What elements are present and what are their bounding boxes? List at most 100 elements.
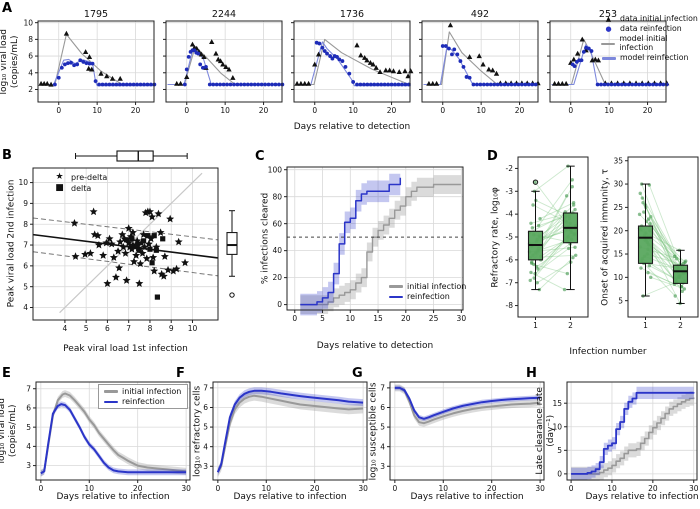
svg-text:10: 10 — [348, 106, 358, 115]
panel-c-legend: initial infection reinfection — [388, 282, 466, 301]
legend-entry: reinfection — [388, 292, 466, 301]
legend-entry: model initial infection — [601, 33, 700, 53]
svg-text:35: 35 — [613, 156, 623, 165]
panel-a-subplot-1795-chart: 0 10 20 2 4 6 8 10 1795 — [23, 9, 157, 115]
svg-text:4: 4 — [23, 303, 28, 312]
svg-text:10: 10 — [552, 422, 562, 431]
svg-text:4: 4 — [63, 324, 68, 333]
svg-text:15: 15 — [613, 250, 623, 259]
blue-line-icon — [103, 400, 118, 404]
panel-label-c: C — [255, 149, 265, 164]
svg-text:20: 20 — [131, 106, 141, 115]
legend-label: reinfection — [407, 292, 450, 302]
svg-text:20: 20 — [259, 106, 269, 115]
svg-text:2: 2 — [678, 321, 683, 330]
svg-text:20: 20 — [387, 106, 397, 115]
legend-label: pre-delta — [71, 172, 108, 182]
panel-a-legend: ▲ data initial infection ● data reinfect… — [601, 14, 700, 63]
panel-d-refractory-rate-chart: 1 2 -8 -7 -6 -5 -4 -3 -2 — [506, 156, 589, 330]
panel-b-legend: ★ pre-delta ■ delta — [52, 172, 107, 194]
svg-text:0: 0 — [312, 106, 317, 115]
svg-text:20: 20 — [487, 484, 497, 493]
svg-text:6: 6 — [380, 403, 385, 412]
svg-text:7: 7 — [23, 241, 28, 250]
panel-g-susceptible-cells-chart: 0 10 20 30 3 4 5 6 7 — [380, 381, 545, 493]
svg-text:10: 10 — [261, 484, 271, 493]
panel-c-clearance-chart: 0 5 10 15 20 25 30 0 20 40 60 80 100 — [268, 165, 467, 323]
svg-text:1795: 1795 — [84, 9, 108, 20]
svg-text:5: 5 — [380, 423, 385, 432]
svg-text:6: 6 — [203, 403, 208, 412]
gray-line-icon — [388, 285, 403, 288]
blue-line-icon — [388, 295, 403, 299]
panel-h-clearance-rate-chart: 0 10 20 30 0 5 10 15 — [552, 381, 699, 493]
panel-d-left-y-axis-label: Refractory rate, log₁₀φ — [490, 187, 501, 288]
svg-text:5: 5 — [84, 324, 89, 333]
panel-f-x-axis-label: Days relative to infection — [233, 492, 347, 502]
svg-text:10: 10 — [92, 106, 102, 115]
svg-text:3: 3 — [26, 461, 31, 470]
panel-b-y-axis-label: Peak viral load 2nd infection — [6, 179, 17, 308]
svg-text:20: 20 — [310, 484, 320, 493]
panel-a-subplot-2244-chart: 0 10 20 2244 — [163, 9, 285, 115]
panel-label-e: E — [2, 366, 11, 381]
svg-text:25: 25 — [613, 203, 623, 212]
svg-text:8: 8 — [23, 220, 28, 229]
svg-text:20: 20 — [648, 484, 658, 493]
legend-label: data reinfection — [620, 23, 682, 33]
legend-label: model initial infection — [619, 33, 668, 52]
panel-e-y-axis-label: log₁₀ viral load (copies/mL) — [0, 398, 18, 464]
legend-entry: ★ pre-delta — [52, 172, 107, 182]
svg-text:15: 15 — [552, 399, 562, 408]
circle-icon: ● — [605, 25, 612, 34]
panel-a-y-axis-label: log₁₀ viral load (copies/mL) — [0, 29, 20, 95]
svg-text:0: 0 — [277, 300, 282, 309]
panel-d-x-axis-label: Infection number — [569, 347, 647, 357]
svg-text:30: 30 — [535, 484, 545, 493]
svg-text:6: 6 — [26, 404, 31, 413]
svg-text:7: 7 — [26, 384, 31, 393]
svg-text:20: 20 — [613, 226, 623, 235]
svg-text:20: 20 — [643, 106, 653, 115]
panel-label-a: A — [2, 1, 13, 16]
legend-label: initial infection — [122, 387, 182, 396]
svg-text:25: 25 — [429, 314, 439, 323]
triangle-icon: ▲ — [605, 15, 612, 24]
svg-text:492: 492 — [471, 9, 489, 20]
panel-b-scatter-chart: 4 5 6 7 8 9 10 4 5 6 7 8 9 10 — [18, 150, 238, 333]
svg-text:0: 0 — [215, 484, 220, 493]
svg-text:0: 0 — [568, 106, 573, 115]
svg-text:1: 1 — [533, 321, 538, 330]
svg-text:3: 3 — [380, 462, 385, 471]
svg-text:9: 9 — [23, 199, 28, 208]
svg-text:10: 10 — [23, 18, 33, 27]
legend-label: data initial infection — [620, 14, 698, 23]
svg-text:4: 4 — [26, 442, 31, 451]
panel-e-legend: initial infection reinfection — [98, 384, 189, 410]
legend-label: initial infection — [407, 282, 467, 291]
svg-text:0: 0 — [557, 469, 562, 478]
panel-label-h: H — [526, 366, 537, 381]
svg-text:2244: 2244 — [212, 9, 236, 20]
svg-text:1736: 1736 — [340, 9, 364, 20]
svg-text:2: 2 — [28, 85, 33, 94]
svg-text:-8: -8 — [506, 301, 514, 310]
svg-text:40: 40 — [272, 246, 282, 255]
svg-text:10: 10 — [346, 314, 356, 323]
svg-text:2: 2 — [568, 321, 573, 330]
star-icon: ★ — [55, 172, 64, 182]
svg-text:30: 30 — [181, 484, 191, 493]
svg-text:8: 8 — [148, 324, 153, 333]
legend-label: reinfection — [122, 397, 165, 407]
legend-entry: initial infection — [103, 387, 181, 396]
panel-a-x-axis-label: Days relative to detection — [293, 122, 411, 132]
gray-line-icon — [103, 390, 118, 393]
svg-text:10: 10 — [84, 484, 94, 493]
legend-entry: model reinfection — [601, 53, 700, 63]
svg-text:0: 0 — [56, 106, 61, 115]
legend-entry: initial infection — [388, 282, 466, 291]
panel-c-x-axis-label: Days relative to detection — [316, 341, 434, 351]
legend-entry: ● data reinfection — [601, 23, 700, 34]
svg-text:15: 15 — [373, 314, 383, 323]
